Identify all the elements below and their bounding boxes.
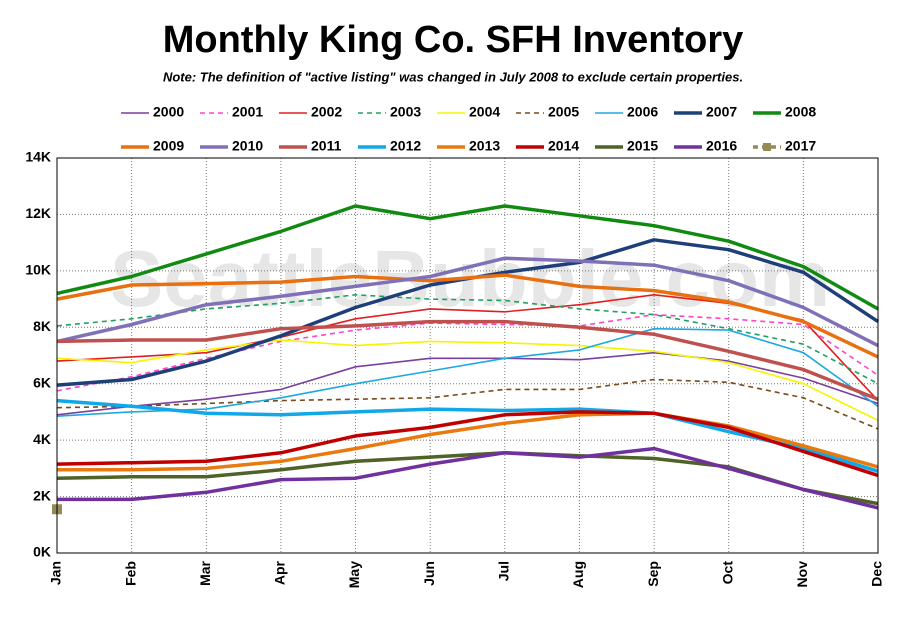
- series-line: [56, 273, 879, 359]
- series-line: [56, 294, 879, 385]
- y-tick-label: 6K: [33, 374, 51, 390]
- legend-label: 2009: [153, 138, 184, 154]
- legend-label: 2012: [390, 138, 421, 154]
- legend-label: 2015: [627, 138, 658, 154]
- x-tick-label: Jul: [496, 561, 512, 581]
- y-tick-label: 4K: [33, 431, 51, 447]
- y-tick-label: 2K: [33, 487, 51, 503]
- plot-lines: [52, 204, 879, 515]
- legend-label: 2003: [390, 104, 421, 120]
- series-line: [56, 398, 879, 473]
- y-tick-label: 0K: [33, 544, 51, 560]
- series-line: [56, 319, 879, 401]
- legend-label: 2000: [153, 104, 184, 120]
- legend-label: 2001: [232, 104, 263, 120]
- series-line: [56, 256, 879, 348]
- y-tick-label: 14K: [25, 149, 51, 165]
- x-tick-label: May: [346, 561, 362, 588]
- x-tick-label: Jan: [48, 561, 64, 585]
- legend-label: 2008: [785, 104, 816, 120]
- legend-label: 2011: [311, 138, 342, 154]
- x-tick-label: Jun: [421, 561, 437, 586]
- legend-marker: [763, 143, 771, 151]
- x-tick-label: Oct: [719, 561, 735, 585]
- x-tick-label: Aug: [570, 561, 586, 588]
- legend-label: 2005: [548, 104, 579, 120]
- x-tick-label: Nov: [794, 561, 810, 588]
- y-tick-label: 8K: [33, 318, 51, 334]
- x-tick-label: Mar: [197, 560, 213, 585]
- series-line: [56, 339, 879, 422]
- x-tick-label: Apr: [272, 560, 288, 585]
- legend-label: 2017: [785, 138, 816, 154]
- legend-label: 2010: [232, 138, 263, 154]
- legend-label: 2016: [706, 138, 737, 154]
- plot-frame: [56, 157, 879, 554]
- y-tick-label: 12K: [25, 205, 51, 221]
- legend-label: 2014: [548, 138, 579, 154]
- legend-label: 2004: [469, 104, 500, 120]
- legend-label: 2002: [311, 104, 342, 120]
- chart-note: Note: The definition of "active listing"…: [163, 69, 743, 84]
- series-line: [56, 351, 879, 416]
- series-line: [56, 204, 879, 311]
- series-line: [56, 327, 879, 417]
- x-tick-label: Feb: [122, 561, 138, 586]
- series-line: [57, 411, 879, 472]
- legend-label: 2006: [627, 104, 658, 120]
- x-tick-label: Dec: [869, 561, 885, 587]
- series-line: [57, 446, 879, 510]
- series-line: [56, 378, 879, 430]
- y-tick-label: 10K: [25, 262, 51, 278]
- chart-title: Monthly King Co. SFH Inventory: [163, 19, 744, 61]
- legend-label: 2013: [469, 138, 500, 154]
- series-line: [56, 313, 879, 392]
- legend-label: 2007: [706, 104, 737, 120]
- series-line: [56, 410, 879, 478]
- x-tick-label: Sep: [645, 561, 661, 587]
- legend: 2000 2001 2002 2003 2004 2005 2006 2007 2008 2009…: [121, 104, 816, 154]
- grid: 0K 2K 4K 6K 8K 10K 12K 14K Jan Feb Mar Apr May Jun Jul…: [25, 149, 884, 589]
